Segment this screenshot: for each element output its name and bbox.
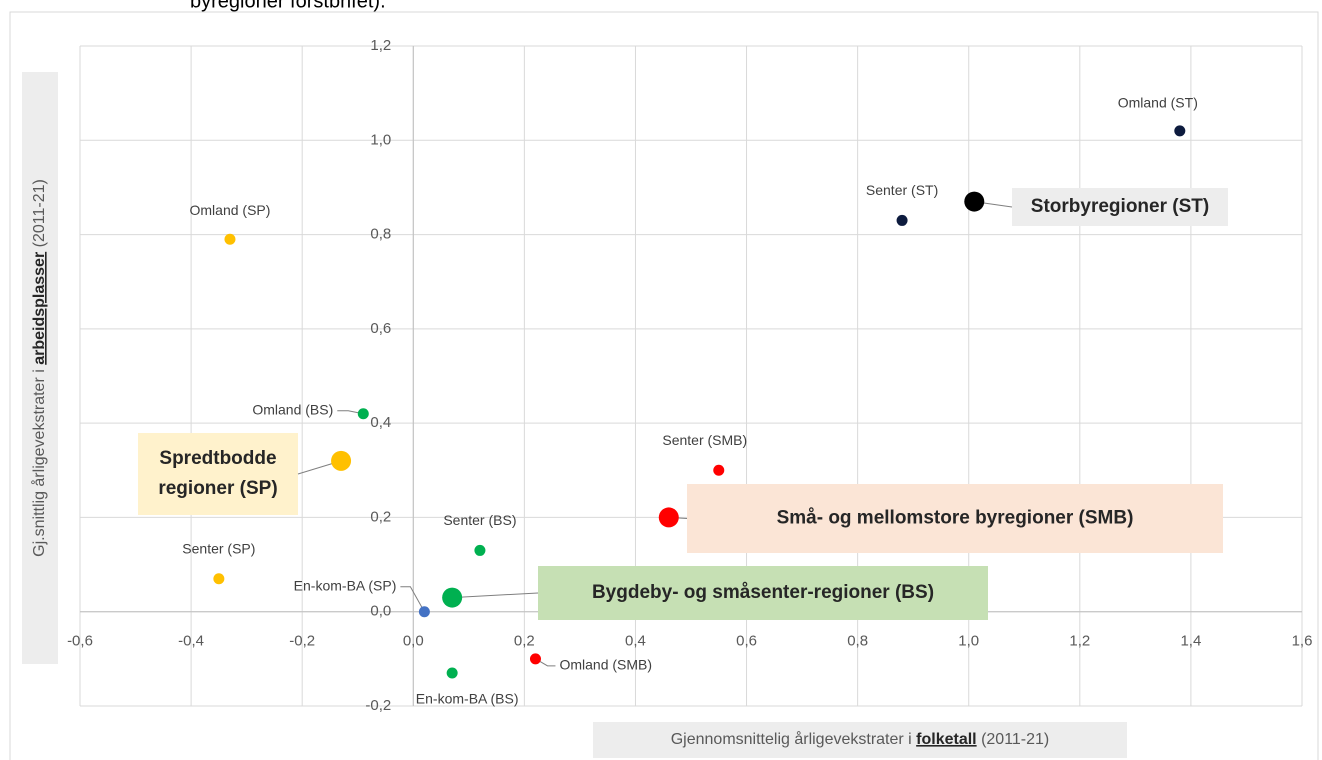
point-label: Senter (SP) — [182, 540, 255, 556]
leader-line — [452, 592, 539, 599]
label-box — [538, 566, 988, 620]
point-label: regioner (SP) — [158, 478, 277, 499]
point — [1174, 125, 1186, 137]
x-tick-label: 1,6 — [1292, 633, 1313, 650]
x-tick-label: 0,0 — [403, 633, 424, 650]
x-tick-label: 1,2 — [1069, 633, 1090, 650]
point — [474, 544, 486, 556]
caption: byregioner forstbrifet). — [190, 0, 386, 12]
y-tick-label: 0,2 — [370, 508, 391, 525]
y-tick-label: 0,8 — [370, 226, 391, 243]
axis-title: Gjennomsnittelig årligevekstrater i folk… — [671, 730, 1050, 748]
point-label: Bygdeby- og småsenter-regioner (BS) — [592, 582, 934, 603]
point-label: En-kom-BA (BS) — [416, 691, 519, 707]
point — [964, 191, 985, 212]
y-tick-label: 1,2 — [370, 37, 391, 54]
x-tick-label: -0,6 — [67, 633, 93, 650]
x-tick-label: 0,2 — [514, 633, 535, 650]
point — [331, 450, 352, 471]
point — [896, 214, 908, 226]
point — [658, 507, 679, 528]
label-box — [687, 484, 1223, 553]
point — [418, 606, 430, 618]
axis-title-bg — [22, 72, 58, 664]
point — [213, 573, 225, 585]
point-label: Omland (SMB) — [559, 657, 652, 673]
x-tick-label: 0,6 — [736, 633, 757, 650]
point-label: Senter (ST) — [866, 182, 938, 198]
point-label: Omland (BS) — [252, 401, 333, 417]
label-box — [1012, 188, 1228, 226]
point-label: En-kom-BA (SP) — [294, 577, 397, 593]
axis-title-part: Gj.snittlig årligevekstrater i — [30, 365, 48, 557]
y-tick-label: 0,6 — [370, 320, 391, 337]
point — [713, 464, 725, 476]
point-label: Senter (SMB) — [662, 432, 747, 448]
axis-title-part: folketall — [916, 731, 976, 748]
x-tick-label: -0,4 — [178, 633, 204, 650]
y-tick-label: 0,0 — [370, 603, 391, 620]
x-tick-label: -0,2 — [289, 633, 315, 650]
axis-title-part: arbeidsplasser — [31, 252, 48, 365]
label-box — [138, 433, 298, 515]
x-tick-label: 0,4 — [625, 633, 646, 650]
point — [442, 587, 463, 608]
point-label: Spredtbodde — [159, 448, 276, 469]
point-label: Små- og mellomstore byregioner (SMB) — [777, 508, 1134, 529]
axis-title-part: Gjennomsnittelig årligevekstrater i — [671, 730, 916, 748]
axis-title-part: (2011-21) — [977, 731, 1050, 748]
point — [357, 408, 369, 420]
point — [446, 667, 458, 679]
y-tick-label: -0,2 — [365, 697, 391, 714]
point-label: Storbyregioner (ST) — [1031, 196, 1209, 217]
point-label: Omland (ST) — [1118, 95, 1198, 111]
axis-title-part: (2011-21) — [31, 179, 48, 252]
axis-title-bg — [593, 722, 1127, 758]
axis-title: Gj.snittlig årligevekstrater i arbeidspl… — [30, 179, 48, 557]
chart-frame — [9, 11, 1319, 760]
x-tick-label: 1,0 — [958, 633, 979, 650]
leader-line — [400, 586, 425, 612]
point — [224, 233, 236, 245]
point-label: Omland (SP) — [190, 202, 271, 218]
point-label: Senter (BS) — [443, 512, 516, 528]
y-tick-label: 1,0 — [370, 131, 391, 148]
x-tick-label: 0,8 — [847, 633, 868, 650]
x-tick-label: 1,4 — [1180, 633, 1201, 650]
point — [529, 653, 541, 665]
y-tick-label: 0,4 — [370, 414, 391, 431]
